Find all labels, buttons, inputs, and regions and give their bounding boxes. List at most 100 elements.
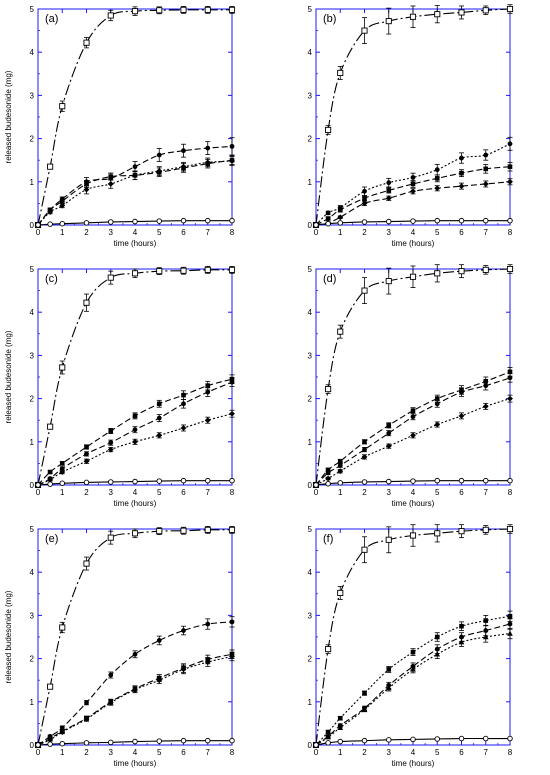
x-axis-title: time (hours) [392,499,435,508]
x-tick-label: 8 [508,748,513,757]
panel-label: (c) [45,273,58,285]
data-point [386,667,392,672]
data-point [507,217,513,224]
data-point [325,220,331,227]
data-point [434,401,440,407]
data-point [47,741,53,747]
data-point [386,218,392,225]
data-point [35,222,41,228]
data-point [156,415,162,421]
series-line [37,381,233,486]
data-point [47,469,53,475]
data-point [35,482,41,488]
data-point [434,634,440,640]
data-point [459,170,464,176]
series [312,264,514,489]
series-line [37,160,233,226]
data-point [458,268,465,275]
series-line [37,413,233,486]
data-point [458,412,465,419]
data-point [47,221,53,227]
data-point [325,480,331,487]
data-point [108,174,114,179]
data-point [507,630,513,636]
x-tick-label: 4 [411,228,416,237]
y-tick-label: 2 [308,655,313,664]
data-point [325,216,331,221]
data-point [107,12,114,19]
series [34,266,236,489]
data-point [313,742,319,748]
data-point [107,699,114,706]
data-point [59,103,66,110]
series-line [315,181,511,226]
data-point [132,413,138,419]
data-point [204,477,211,484]
x-tick-label: 3 [387,228,392,237]
data-point [35,742,41,748]
data-point [204,266,211,273]
data-point [362,195,367,201]
series-line [37,9,232,226]
data-point [361,219,368,225]
series-line [37,378,233,486]
series [35,377,235,488]
series-line [315,143,511,226]
x-tick-label: 2 [362,488,367,497]
data-point [434,396,440,401]
series-line [315,737,511,746]
data-point [313,482,319,488]
y-tick-label: 0 [30,741,35,750]
data-point [229,619,235,625]
series-line [315,166,511,226]
x-tick-label: 5 [157,228,162,237]
x-tick-label: 1 [338,488,343,497]
data-point [410,408,416,413]
x-tick-label: 4 [133,228,138,237]
x-axis-title: time (hours) [114,239,157,248]
series [313,217,513,228]
data-point [47,683,54,690]
data-point [180,527,187,534]
data-point [410,649,416,655]
panel-label: (f) [323,533,333,545]
x-tick-label: 5 [435,228,440,237]
data-point [337,724,344,730]
x-tick-label: 7 [484,228,489,237]
data-point [59,480,66,487]
data-point [107,739,114,746]
data-point [434,270,441,277]
x-tick-label: 6 [181,748,186,757]
series-line [37,145,233,226]
x-tick-label: 2 [84,748,89,757]
x-tick-label: 4 [411,488,416,497]
data-point [59,198,65,204]
data-point [132,218,138,225]
y-tick-label: 4 [30,48,35,57]
data-point [83,220,90,226]
series-line [315,8,511,226]
data-point [410,432,416,439]
y-tick-label: 3 [308,611,313,620]
data-point [228,266,236,273]
data-point [229,737,235,744]
data-point [361,546,368,553]
data-point [337,715,343,721]
series-line [315,632,511,746]
y-tick-label: 2 [308,135,313,144]
data-point [84,181,89,187]
data-point [181,392,186,398]
x-tick-label: 0 [314,228,319,237]
y-tick-label: 3 [30,351,35,360]
x-tick-label: 4 [133,748,138,757]
data-point [458,9,465,16]
data-point [506,5,514,13]
data-point [107,534,114,541]
data-point [434,421,441,428]
x-tick-label: 2 [362,228,367,237]
data-point [181,628,186,633]
y-tick-label: 1 [30,178,35,187]
x-tick-label: 7 [206,488,211,497]
data-point [205,383,211,388]
panel-label: (b) [323,13,336,25]
